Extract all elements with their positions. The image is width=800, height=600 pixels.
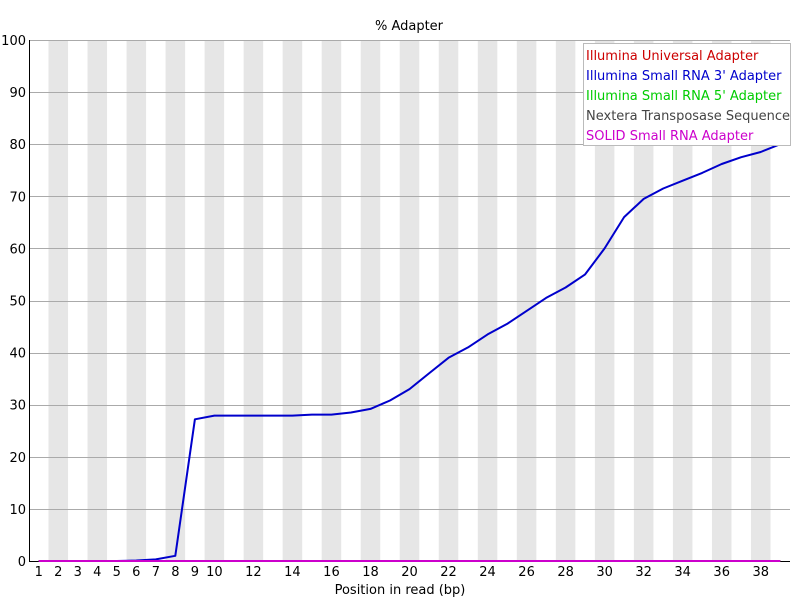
- column-band: [594, 40, 615, 561]
- x-tick-label: 30: [596, 565, 613, 580]
- column-band: [87, 40, 108, 561]
- series-line: [38, 143, 781, 562]
- y-tick-label: 100: [1, 34, 26, 49]
- y-tick-label: 20: [9, 451, 26, 466]
- legend-entry: Illumina Universal Adapter: [586, 49, 759, 64]
- y-tick-label: 0: [18, 555, 26, 570]
- legend: Illumina Universal Adapter Illumina Small…: [583, 43, 791, 146]
- x-tick-label: 14: [284, 565, 301, 580]
- legend-entry: SOLID Small RNA Adapter: [586, 129, 754, 144]
- x-tick-label: 8: [171, 565, 179, 580]
- x-tick-label: 18: [362, 565, 379, 580]
- x-tick-label: 28: [557, 565, 574, 580]
- x-tick-label: 34: [674, 565, 691, 580]
- column-band: [672, 40, 693, 561]
- y-axis-ticks: 0 10 20 30 40 50 60 70 80 90 100: [1, 34, 26, 570]
- column-band: [711, 40, 732, 561]
- column-band: [360, 40, 381, 561]
- column-band: [243, 40, 264, 561]
- column-band: [321, 40, 342, 561]
- x-tick-label: 22: [440, 565, 457, 580]
- y-tick-label: 50: [9, 295, 26, 310]
- x-tick-label: 1: [35, 565, 43, 580]
- y-tick-label: 70: [9, 190, 26, 205]
- y-tick-label: 80: [9, 138, 26, 153]
- column-band: [516, 40, 537, 561]
- x-tick-label: 6: [132, 565, 140, 580]
- y-tick-label: 40: [9, 347, 26, 362]
- x-tick-label: 38: [752, 565, 769, 580]
- x-tick-label: 5: [113, 565, 121, 580]
- column-band: [282, 40, 303, 561]
- x-tick-label: 36: [713, 565, 730, 580]
- x-axis-ticks: 1 2 3 4 5 6 7 8 9 10 12 14 16 18 20 22 24 26 28 30 32 34 36 38: [35, 565, 769, 580]
- alternating-column-bands: [48, 40, 771, 561]
- column-band: [555, 40, 576, 561]
- x-tick-label: 32: [635, 565, 652, 580]
- x-tick-label: 7: [152, 565, 160, 580]
- series-lines: [38, 143, 781, 562]
- column-band: [399, 40, 420, 561]
- legend-entry: Illumina Small RNA 3' Adapter: [586, 69, 782, 84]
- column-band: [477, 40, 498, 561]
- column-band: [126, 40, 147, 561]
- y-tick-label: 30: [9, 399, 26, 414]
- x-tick-label: 20: [401, 565, 418, 580]
- x-axis-label: Position in read (bp): [335, 583, 466, 598]
- x-tick-label: 10: [206, 565, 223, 580]
- x-tick-label: 9: [191, 565, 199, 580]
- y-tick-label: 60: [9, 242, 26, 257]
- column-band: [633, 40, 654, 561]
- x-tick-label: 16: [323, 565, 340, 580]
- chart-title: % Adapter: [375, 19, 444, 34]
- horizontal-gridlines: [29, 40, 790, 510]
- x-tick-label: 4: [93, 565, 101, 580]
- legend-entry: Illumina Small RNA 5' Adapter: [586, 89, 782, 104]
- x-tick-label: 3: [74, 565, 82, 580]
- y-tick-label: 10: [9, 503, 26, 518]
- column-band: [750, 40, 771, 561]
- column-band: [48, 40, 69, 561]
- column-band: [204, 40, 225, 561]
- column-band: [438, 40, 459, 561]
- y-tick-label: 90: [9, 86, 26, 101]
- x-tick-label: 12: [245, 565, 262, 580]
- x-tick-label: 2: [54, 565, 62, 580]
- column-band: [165, 40, 186, 561]
- legend-entry: Nextera Transposase Sequence: [586, 109, 790, 124]
- x-tick-label: 26: [518, 565, 535, 580]
- x-tick-label: 24: [479, 565, 496, 580]
- legend-box: [583, 43, 791, 146]
